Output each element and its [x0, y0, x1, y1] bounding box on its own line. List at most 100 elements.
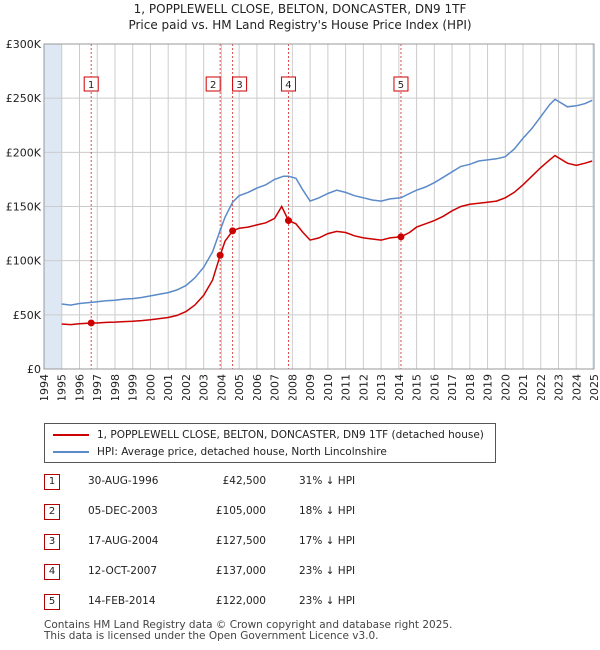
sale-point: [216, 251, 224, 259]
x-tick-label: 2024: [570, 374, 583, 400]
sale-label-text: 4: [285, 80, 291, 91]
y-tick-label: £250K: [6, 92, 42, 105]
sale-date: 12-OCT-2007: [88, 565, 157, 577]
x-tick-label: 2017: [446, 374, 459, 400]
footer-line1: Contains HM Land Registry data © Crown c…: [44, 619, 453, 631]
sale-label-text: 5: [398, 80, 404, 91]
sale-point: [229, 227, 237, 235]
sale-number-badge: 5: [44, 594, 60, 610]
y-tick-label: £50K: [13, 309, 42, 322]
legend-item-red: 1, POPPLEWELL CLOSE, BELTON, DONCASTER, …: [53, 427, 484, 443]
sale-date: 05-DEC-2003: [88, 505, 158, 517]
x-tick-label: 1994: [38, 374, 51, 400]
sale-label-box: 5: [393, 76, 409, 92]
sale-hpi-diff: 23% ↓ HPI: [299, 595, 356, 607]
sale-label-text: 1: [88, 80, 94, 91]
sale-point: [87, 319, 95, 327]
sale-price: £127,500: [215, 535, 266, 547]
y-tick-label: £150K: [6, 201, 42, 214]
sale-point: [397, 233, 405, 241]
sale-number-badge: 3: [44, 534, 60, 550]
x-tick-label: 2007: [269, 374, 282, 400]
legend-item-blue: HPI: Average price, detached house, Nort…: [53, 444, 387, 460]
y-tick-label: £300K: [6, 38, 42, 51]
x-tick-label: 2021: [517, 374, 530, 400]
sale-date: 17-AUG-2004: [88, 535, 159, 547]
x-tick-label: 2003: [198, 374, 211, 400]
sale-label-box: 2: [205, 76, 221, 92]
table-row: 5 14-FEB-2014 £122,000 23% ↓ HPI: [44, 594, 384, 612]
x-tick-label: 2012: [357, 374, 370, 400]
sale-point: [284, 217, 292, 225]
sale-number-badge: 2: [44, 504, 60, 520]
sale-label-box: 1: [83, 76, 99, 92]
sale-label-rect: [83, 76, 99, 92]
x-tick-label: 1999: [127, 374, 140, 400]
sale-price: £122,000: [215, 595, 266, 607]
x-tick-label: 2006: [251, 374, 264, 400]
x-tick-label: 2004: [215, 374, 228, 400]
property-series-line: [61, 154, 593, 326]
x-tick-label: 2023: [553, 374, 566, 400]
hpi-series-line: [61, 98, 593, 306]
x-tick-label: 1995: [56, 374, 69, 400]
table-row: 1 30-AUG-1996 £42,500 31% ↓ HPI: [44, 474, 384, 492]
sale-hpi-diff: 18% ↓ HPI: [299, 505, 356, 517]
x-tick-label: 2000: [144, 374, 157, 400]
sale-price: £105,000: [215, 505, 266, 517]
x-tick-label: 2009: [304, 374, 317, 400]
sale-hpi-diff: 31% ↓ HPI: [299, 475, 356, 487]
y-tick-label: £100K: [6, 255, 42, 268]
x-tick-label: 2011: [340, 374, 353, 400]
x-tick-label: 2014: [393, 374, 406, 400]
sale-hpi-diff: 23% ↓ HPI: [299, 565, 356, 577]
x-tick-label: 2008: [286, 374, 299, 400]
table-row: 4 12-OCT-2007 £137,000 23% ↓ HPI: [44, 564, 384, 582]
table-row: 2 05-DEC-2003 £105,000 18% ↓ HPI: [44, 504, 384, 522]
legend: 1, POPPLEWELL CLOSE, BELTON, DONCASTER, …: [44, 423, 496, 463]
sale-hpi-diff: 17% ↓ HPI: [299, 535, 356, 547]
x-tick-label: 2025: [588, 374, 600, 400]
legend-label-blue: HPI: Average price, detached house, Nort…: [97, 446, 387, 458]
legend-swatch-red: [53, 434, 89, 436]
sale-label-rect: [393, 76, 409, 92]
x-tick-label: 2022: [535, 374, 548, 400]
sale-label-rect: [280, 76, 296, 92]
y-tick-label: £0: [27, 363, 41, 376]
x-tick-label: 2001: [162, 374, 175, 400]
x-tick-label: 2005: [233, 374, 246, 400]
chart-title-line2: Price paid vs. HM Land Registry's House …: [128, 18, 472, 32]
sale-label-box: 3: [232, 76, 248, 92]
x-tick-label: 1998: [109, 374, 122, 400]
sale-number-badge: 4: [44, 564, 60, 580]
sale-label-text: 2: [210, 80, 216, 91]
sale-date: 30-AUG-1996: [88, 475, 159, 487]
x-tick-label: 2019: [482, 374, 495, 400]
sale-date: 14-FEB-2014: [88, 595, 156, 607]
footer-line2: This data is licensed under the Open Gov…: [44, 630, 379, 642]
legend-swatch-blue: [53, 451, 89, 453]
sale-label-box: 4: [280, 76, 296, 92]
table-row: 3 17-AUG-2004 £127,500 17% ↓ HPI: [44, 534, 384, 552]
price-chart: 1 2 3 4 5 £0 £50K £100K £150K £200K £250K £300K 1994…: [6, 38, 600, 400]
sale-price: £137,000: [215, 565, 266, 577]
sale-price: £42,500: [222, 475, 266, 487]
footer-attribution: Contains HM Land Registry data © Crown c…: [44, 620, 452, 642]
x-tick-label: 2013: [375, 374, 388, 400]
x-tick-label: 2002: [180, 374, 193, 400]
x-tick-label: 1997: [91, 374, 104, 400]
x-tick-label: 1996: [73, 374, 86, 400]
sale-label-rect: [232, 76, 248, 92]
x-tick-label: 2016: [428, 374, 441, 400]
y-tick-label: £200K: [6, 146, 42, 159]
legend-label-red: 1, POPPLEWELL CLOSE, BELTON, DONCASTER, …: [97, 429, 484, 441]
sale-label-text: 3: [236, 80, 242, 91]
sale-number-badge: 1: [44, 474, 60, 490]
x-tick-label: 2010: [322, 374, 335, 400]
chart-title-line1: 1, POPPLEWELL CLOSE, BELTON, DONCASTER, …: [133, 2, 467, 16]
plot-frame: [43, 43, 595, 370]
sale-label-rect: [205, 76, 221, 92]
x-tick-label: 2018: [464, 374, 477, 400]
x-tick-label: 2020: [499, 374, 512, 400]
x-tick-label: 2015: [411, 374, 424, 400]
